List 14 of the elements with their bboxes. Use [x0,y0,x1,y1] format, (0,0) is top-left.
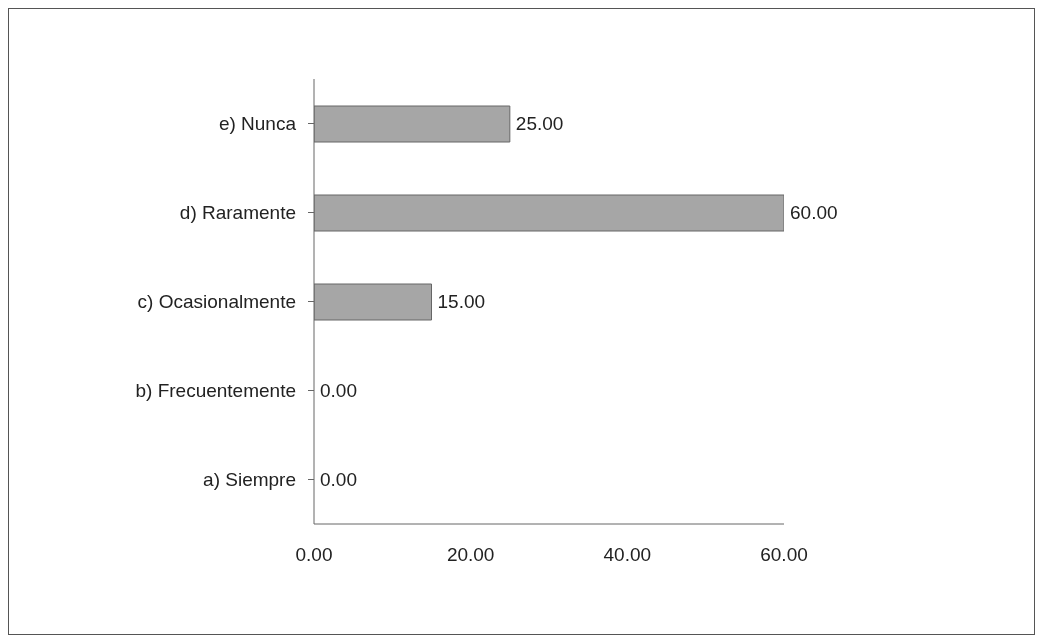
y-tick-label: d) Raramente [179,202,296,224]
y-tick-label: b) Frecuentemente [135,380,296,402]
x-tick-label: 0.00 [295,544,333,566]
data-label: 60.00 [790,202,838,223]
x-tick-label: 20.00 [446,544,495,566]
x-tick-label: 40.00 [603,544,652,566]
y-tick-label: e) Nunca [218,113,297,135]
y-tick-label: c) Ocasionalmente [137,291,296,313]
x-tick-label: 60.00 [760,544,808,566]
data-label: 0.00 [320,469,357,490]
y-tick-label: a) Siempre [203,469,296,491]
data-label: 25.00 [515,113,564,134]
data-label: 0.00 [320,380,357,401]
data-label: 15.00 [437,291,486,312]
